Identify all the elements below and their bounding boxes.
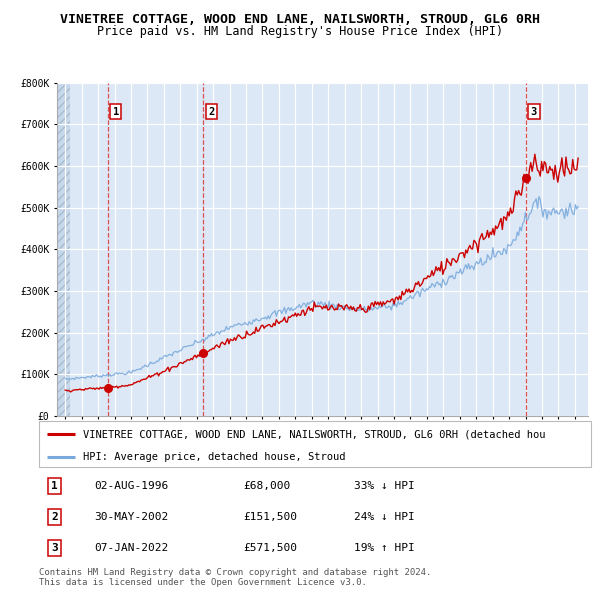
Text: 2: 2: [51, 512, 58, 522]
Text: Price paid vs. HM Land Registry's House Price Index (HPI): Price paid vs. HM Land Registry's House …: [97, 25, 503, 38]
Text: 33% ↓ HPI: 33% ↓ HPI: [353, 481, 415, 491]
Text: £151,500: £151,500: [243, 512, 297, 522]
Bar: [57, 83, 70, 416]
Text: 19% ↑ HPI: 19% ↑ HPI: [353, 543, 415, 553]
Text: HPI: Average price, detached house, Stroud: HPI: Average price, detached house, Stro…: [83, 452, 346, 462]
Text: 07-JAN-2022: 07-JAN-2022: [94, 543, 169, 553]
Text: VINETREE COTTAGE, WOOD END LANE, NAILSWORTH, STROUD, GL6 0RH: VINETREE COTTAGE, WOOD END LANE, NAILSWO…: [60, 13, 540, 26]
Text: VINETREE COTTAGE, WOOD END LANE, NAILSWORTH, STROUD, GL6 0RH (detached hou: VINETREE COTTAGE, WOOD END LANE, NAILSWO…: [83, 429, 545, 439]
Text: 1: 1: [51, 481, 58, 491]
Text: 30-MAY-2002: 30-MAY-2002: [94, 512, 169, 522]
Text: 3: 3: [51, 543, 58, 553]
Text: 1: 1: [113, 107, 119, 117]
Text: Contains HM Land Registry data © Crown copyright and database right 2024.
This d: Contains HM Land Registry data © Crown c…: [39, 568, 431, 587]
Text: 24% ↓ HPI: 24% ↓ HPI: [353, 512, 415, 522]
Text: 2: 2: [208, 107, 215, 117]
FancyBboxPatch shape: [39, 421, 591, 467]
Text: £571,500: £571,500: [243, 543, 297, 553]
Text: 02-AUG-1996: 02-AUG-1996: [94, 481, 169, 491]
Bar: [57, 83, 70, 416]
Text: 3: 3: [531, 107, 537, 117]
Text: £68,000: £68,000: [243, 481, 290, 491]
